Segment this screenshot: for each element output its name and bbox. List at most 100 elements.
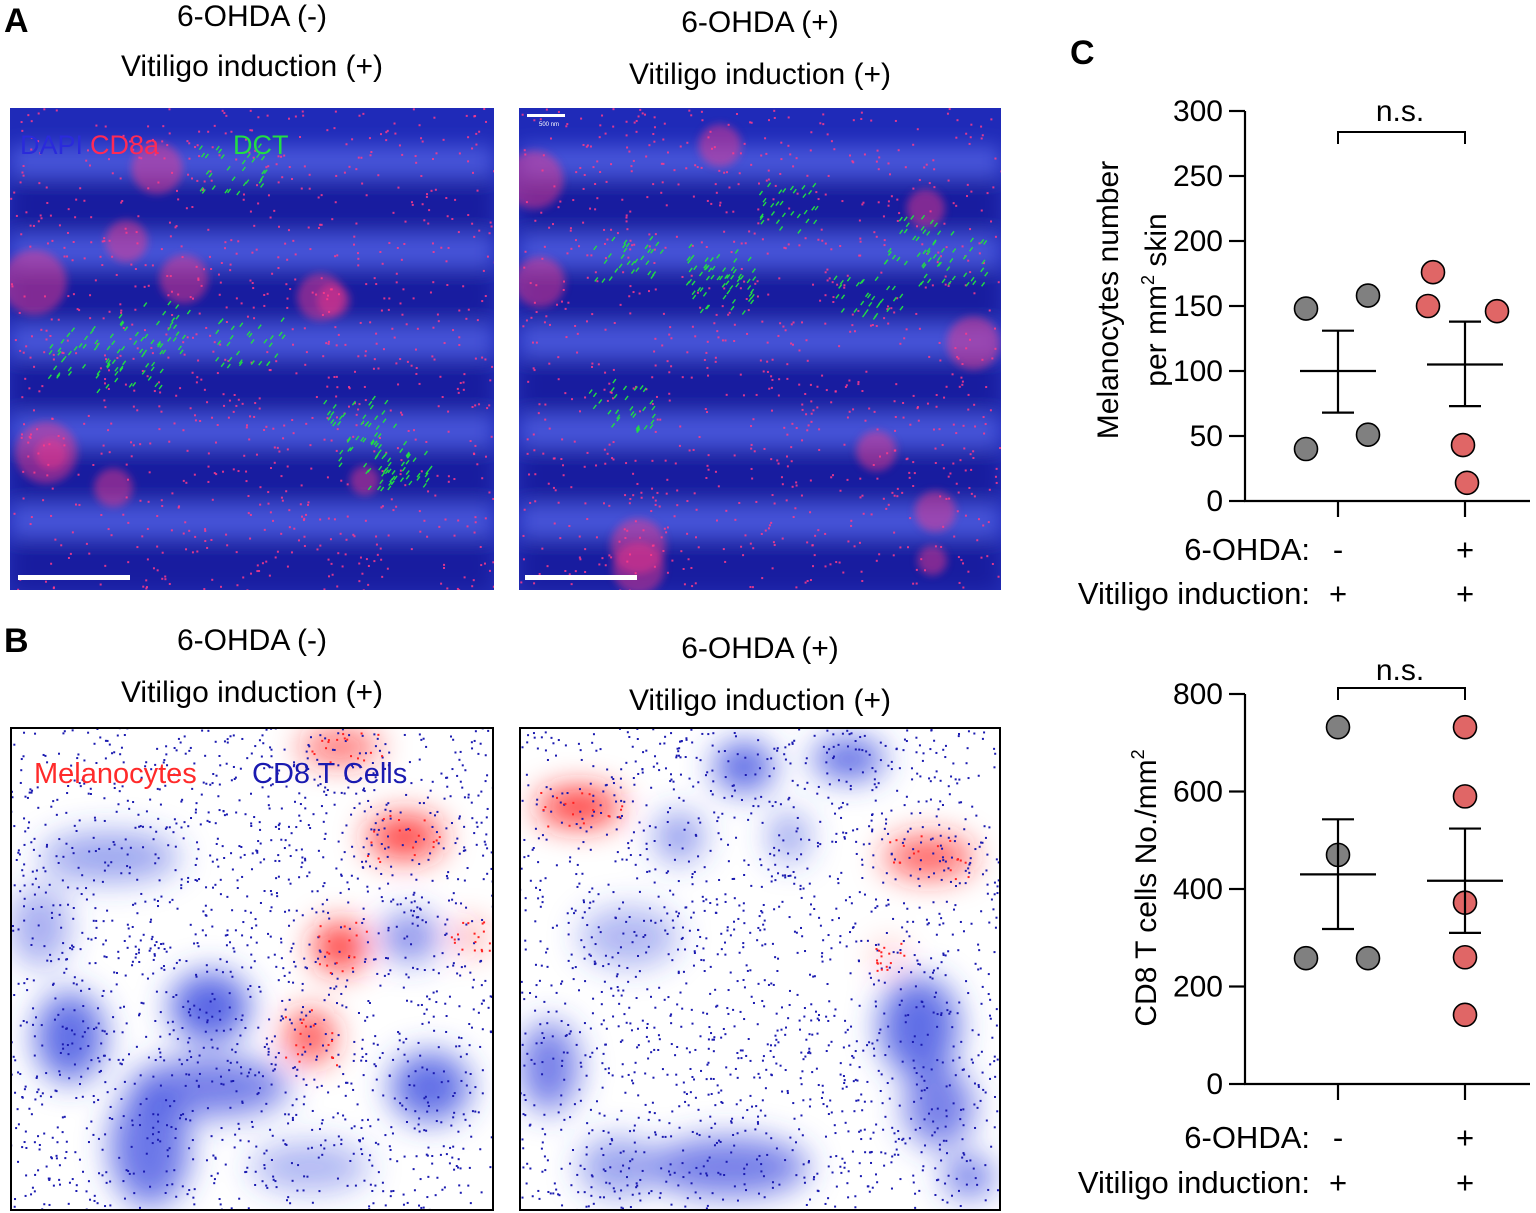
cd8a-signal	[916, 225, 919, 228]
dct-signal	[912, 235, 917, 241]
cd8-cell	[160, 895, 163, 898]
cd8-cell	[871, 1042, 874, 1045]
cd8-cell	[245, 1170, 248, 1173]
cd8-cell	[481, 1092, 484, 1095]
cd8-cell	[149, 947, 152, 950]
melanocyte-cell	[367, 855, 370, 858]
cd8a-signal	[337, 552, 340, 555]
dct-signal	[891, 254, 897, 260]
cd8-cell	[874, 943, 877, 946]
cd8-cell	[421, 919, 424, 922]
cd8a-signal	[896, 219, 899, 222]
cd8-cell	[610, 1137, 613, 1140]
cd8-cell	[80, 989, 83, 992]
cd8-cell	[81, 778, 84, 781]
dct-signal	[884, 259, 889, 265]
cd8a-signal	[676, 504, 679, 507]
cd8-cell	[304, 1050, 307, 1053]
cd8a-signal	[380, 558, 383, 561]
cd8-cell	[173, 773, 176, 776]
cd8a-signal	[280, 475, 283, 478]
cd8-cell	[98, 1070, 101, 1073]
cd8a-signal	[203, 180, 206, 183]
cd8a-signal	[10, 283, 13, 286]
cd8a-signal	[811, 544, 814, 547]
cd8a-signal	[361, 572, 364, 575]
melanocyte-cell	[328, 952, 331, 955]
cd8-cell	[93, 1101, 96, 1104]
cd8-density	[654, 812, 704, 862]
cd8a-signal	[678, 444, 681, 447]
cd8-cell	[35, 1016, 38, 1019]
cd8-cell	[65, 967, 68, 970]
cd8a-signal	[369, 154, 372, 157]
cd8-cell	[381, 819, 384, 822]
cd8a-signal	[373, 450, 376, 453]
dct-signal	[940, 247, 945, 253]
cd8-cell	[344, 985, 347, 988]
cd8-cell	[834, 1132, 837, 1135]
cd8-cell	[826, 729, 829, 732]
cd8-cell	[99, 1069, 102, 1072]
cd8-cell	[631, 941, 634, 944]
cd8a-signal	[195, 265, 198, 268]
cd8a-signal	[988, 488, 991, 491]
cd8-cell	[363, 1179, 366, 1182]
melanocyte-cell	[353, 956, 356, 959]
cd8a-signal	[220, 585, 223, 588]
cd8a-signal	[446, 215, 449, 218]
cd8-cell	[405, 1121, 408, 1124]
cd8-cell	[702, 1011, 705, 1014]
cd8a-cluster	[10, 249, 67, 315]
cd8a-signal	[714, 183, 717, 186]
cd8a-signal	[694, 582, 697, 585]
cd8-cell	[172, 831, 175, 834]
cd8-cell	[648, 907, 651, 910]
dct-signal	[778, 189, 783, 195]
dct-signal	[351, 400, 356, 406]
cd8-cell	[845, 945, 848, 948]
cd8-cell	[23, 1088, 26, 1091]
cd8a-signal	[213, 472, 216, 475]
cd8-cell	[342, 1114, 345, 1117]
cd8-cell	[275, 892, 278, 895]
cd8-cell	[364, 958, 367, 961]
cd8-cell	[324, 786, 327, 789]
dct-signal	[338, 462, 343, 468]
cd8-cell	[188, 1147, 191, 1150]
cd8-cell	[389, 810, 392, 813]
cd8a-signal	[182, 429, 185, 432]
cd8a-signal	[277, 266, 280, 269]
cd8a-signal	[826, 133, 829, 136]
cd8a-signal	[675, 235, 678, 238]
cd8-cell	[426, 1110, 429, 1113]
cd8a-signal	[557, 206, 560, 209]
cd8-cell	[981, 1071, 984, 1074]
cd8-cell	[899, 988, 902, 991]
cd8a-signal	[195, 333, 198, 336]
cd8-cell	[627, 847, 630, 850]
cd8-cell	[311, 1201, 314, 1204]
cd8a-signal	[250, 572, 253, 575]
cd8-cell	[199, 823, 202, 826]
cd8-cell	[95, 926, 98, 929]
cd8-cell	[159, 1056, 162, 1059]
cd8a-signal	[706, 340, 709, 343]
cd8-cell	[142, 846, 145, 849]
cd8-cell	[570, 907, 573, 910]
melanocyte-cell	[453, 941, 456, 944]
cd8a-signal	[708, 287, 711, 290]
cd8a-signal	[207, 452, 210, 455]
cd8-cell	[308, 745, 311, 748]
cd8-cell	[490, 995, 493, 998]
cd8-cell	[787, 875, 790, 878]
dct-signal	[377, 449, 382, 455]
cd8-cell	[123, 734, 126, 737]
dct-signal	[588, 389, 593, 394]
dct-signal	[622, 243, 627, 249]
dct-signal	[711, 265, 716, 271]
cd8-cell	[56, 798, 59, 801]
cd8-cell	[426, 796, 429, 799]
cd8-cell	[397, 1048, 400, 1051]
cd8a-signal	[480, 564, 483, 567]
